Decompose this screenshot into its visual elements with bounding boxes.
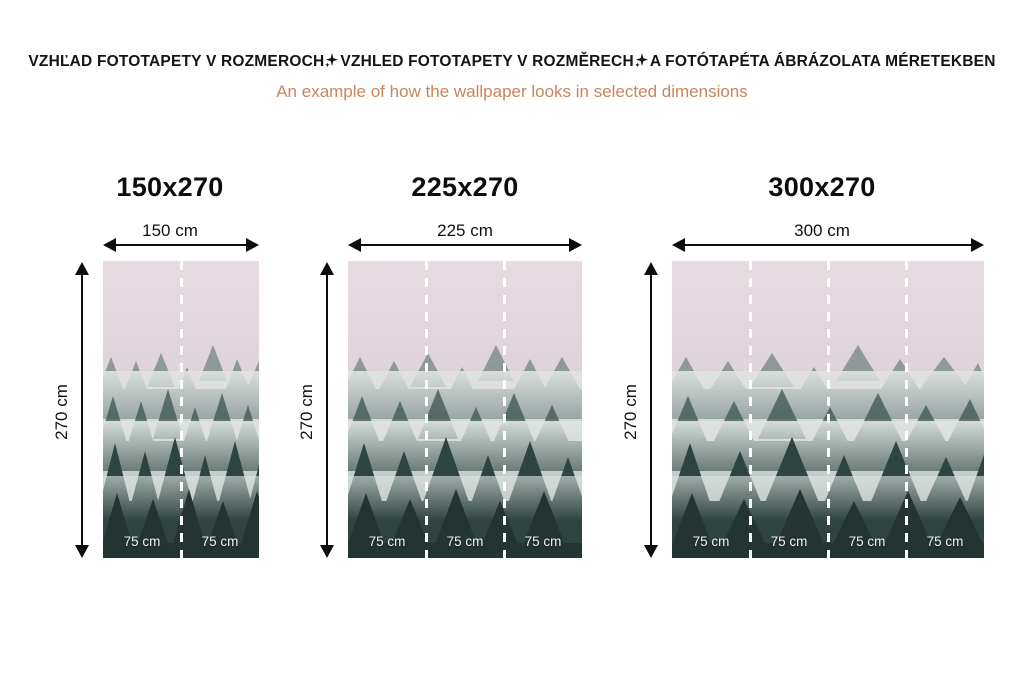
height-dimension-arrow (320, 262, 334, 558)
panel-width-label: 300 cm (794, 221, 850, 240)
panel-height-label: 270 cm (621, 384, 640, 440)
page-header: VZHĽAD FOTOTAPETY V ROZMEROCH VZHLED FOTO… (0, 0, 1024, 120)
segment-label: 75 cm (848, 534, 886, 549)
arrow-head-bottom (644, 545, 658, 558)
title-segment-hu: A FOTÓTAPÉTA ÁBRÁZOLATA MÉRETEKBEN (649, 53, 996, 70)
arrow-shaft (110, 244, 252, 246)
arrow-head-right (569, 238, 582, 252)
panel-seam (826, 261, 830, 558)
segment-label: 75 cm (123, 534, 161, 549)
panel-width-label: 150 cm (142, 221, 198, 240)
arrow-head-right (246, 238, 259, 252)
page-subtitle: An example of how the wallpaper looks in… (276, 82, 748, 101)
arrow-head-right (971, 238, 984, 252)
arrow-head-top (320, 262, 334, 275)
size-panel-150x270: 150x270 150 cm 270 cm (40, 0, 300, 680)
sparkle-icon (634, 52, 650, 68)
panel-seam (179, 261, 183, 558)
page-title: VZHĽAD FOTOTAPETY V ROZMEROCH VZHLED FOTO… (0, 52, 1024, 72)
arrow-shaft (81, 269, 83, 551)
arrow-head-bottom (75, 545, 89, 558)
height-dimension-arrow (644, 262, 658, 558)
segment-label: 75 cm (201, 534, 239, 549)
arrow-head-top (75, 262, 89, 275)
size-panel-300x270: 300x270 300 cm 270 cm (620, 0, 1024, 680)
arrow-shaft (650, 269, 652, 551)
arrow-shaft (679, 244, 977, 246)
arrow-head-left (103, 238, 116, 252)
panel-title: 300x270 (768, 172, 876, 202)
arrow-shaft (326, 269, 328, 551)
arrow-head-bottom (320, 545, 334, 558)
forest-svg (348, 261, 582, 558)
panel-seam (904, 261, 908, 558)
size-panel-225x270: 225x270 225 cm 270 cm (297, 0, 630, 680)
wallpaper-preview: 75 cm 75 cm 75 cm 75 cm (672, 261, 984, 558)
arrow-head-top (644, 262, 658, 275)
segment-label: 75 cm (446, 534, 484, 549)
segment-label: 75 cm (692, 534, 730, 549)
wallpaper-preview: 75 cm 75 cm (103, 261, 259, 558)
segment-label: 75 cm (770, 534, 808, 549)
panel-seam (424, 261, 428, 558)
panel-seam (748, 261, 752, 558)
title-segment-sk: VZHĽAD FOTOTAPETY V ROZMEROCH (28, 53, 325, 70)
title-segment-cz: VZHLED FOTOTAPETY V ROZMĚRECH (340, 53, 634, 70)
panel-title: 150x270 (116, 172, 224, 202)
segment-label: 75 cm (524, 534, 562, 549)
segment-label: 75 cm (926, 534, 964, 549)
panel-width-label: 225 cm (437, 221, 493, 240)
panel-seam (502, 261, 506, 558)
forest-artwork (348, 261, 582, 558)
wallpaper-preview: 75 cm 75 cm 75 cm (348, 261, 582, 558)
width-dimension-arrow (103, 238, 259, 252)
width-dimension-arrow (348, 238, 582, 252)
arrow-shaft (355, 244, 575, 246)
height-dimension-arrow (75, 262, 89, 558)
arrow-head-left (672, 238, 685, 252)
panel-height-label: 270 cm (297, 384, 316, 440)
panel-title: 225x270 (411, 172, 519, 202)
arrow-head-left (348, 238, 361, 252)
segment-label: 75 cm (368, 534, 406, 549)
sparkle-icon (324, 52, 340, 68)
width-dimension-arrow (672, 238, 984, 252)
panel-height-label: 270 cm (52, 384, 71, 440)
